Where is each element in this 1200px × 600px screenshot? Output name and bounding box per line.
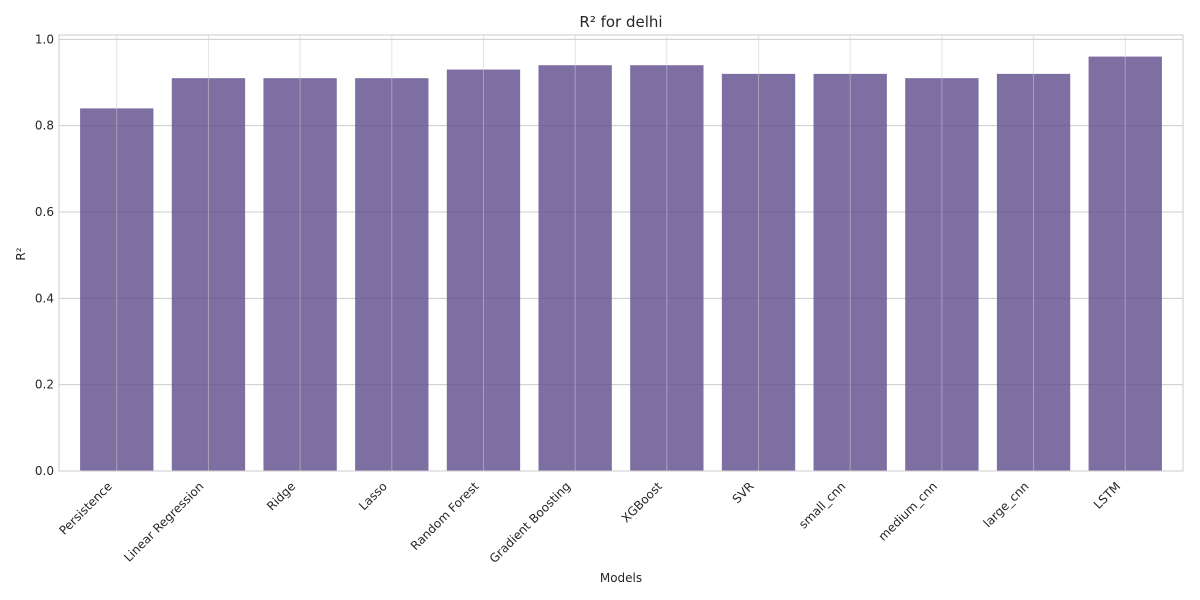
plot-frame: [58, 34, 1184, 472]
y-tick-label: 0.4: [35, 291, 54, 305]
x-axis-label: Models: [600, 571, 642, 585]
y-tick-label: 0.0: [35, 464, 54, 478]
y-tick-labels: 0.0 0.2 0.4 0.6 0.8 1.0: [35, 32, 54, 478]
y-tick-label: 0.8: [35, 119, 54, 133]
y-axis-label: R²: [14, 247, 28, 260]
x-grid-lines: [116, 35, 1126, 471]
y-tick-label: 0.6: [35, 205, 54, 219]
chart-title: R² for delhi: [579, 13, 662, 31]
y-tick-label: 1.0: [35, 32, 54, 46]
y-tick-label: 0.2: [35, 378, 54, 392]
